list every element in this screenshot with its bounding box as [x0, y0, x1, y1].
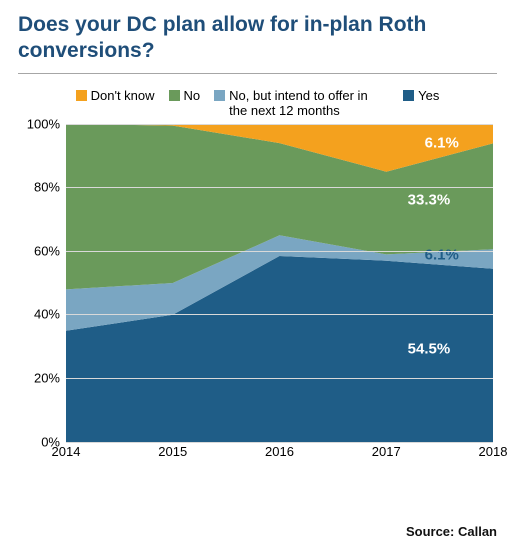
x-axis: 20142015201620172018: [66, 442, 493, 464]
legend-swatch: [76, 90, 87, 101]
legend-swatch: [403, 90, 414, 101]
gridline: [66, 251, 493, 252]
chart-area: 0%20%40%60%80%100% 6.1%33.3%6.1%54.5% 20…: [18, 124, 497, 464]
gridline: [66, 124, 493, 125]
chart-card: Does your DC plan allow for in-plan Roth…: [0, 0, 515, 549]
legend-item: No: [169, 88, 201, 118]
y-axis: 0%20%40%60%80%100%: [18, 124, 66, 442]
gridline: [66, 314, 493, 315]
x-tick-label: 2014: [52, 444, 81, 459]
area-svg: [66, 124, 493, 442]
y-tick-label: 40%: [34, 307, 60, 322]
legend: Don't know No No, but intend to offer in t…: [18, 88, 497, 118]
legend-item: Yes: [403, 88, 439, 118]
legend-label: No: [184, 88, 201, 103]
y-tick-label: 100%: [27, 116, 60, 131]
title-rule: [18, 73, 497, 74]
legend-label: Yes: [418, 88, 439, 103]
source-label: Source: Callan: [406, 524, 497, 539]
y-tick-label: 60%: [34, 243, 60, 258]
gridline: [66, 187, 493, 188]
y-tick-label: 80%: [34, 180, 60, 195]
legend-label: Don't know: [91, 88, 155, 103]
gridline: [66, 442, 493, 443]
plot: 6.1%33.3%6.1%54.5%: [66, 124, 493, 442]
x-tick-label: 2018: [479, 444, 508, 459]
x-tick-label: 2016: [265, 444, 294, 459]
x-tick-label: 2015: [158, 444, 187, 459]
chart-title: Does your DC plan allow for in-plan Roth…: [18, 12, 497, 65]
legend-item: No, but intend to offer in the next 12 m…: [214, 88, 389, 118]
legend-swatch: [214, 90, 225, 101]
gridline: [66, 378, 493, 379]
legend-label: No, but intend to offer in the next 12 m…: [229, 88, 389, 118]
y-tick-label: 20%: [34, 370, 60, 385]
legend-item: Don't know: [76, 88, 155, 118]
legend-swatch: [169, 90, 180, 101]
x-tick-label: 2017: [372, 444, 401, 459]
